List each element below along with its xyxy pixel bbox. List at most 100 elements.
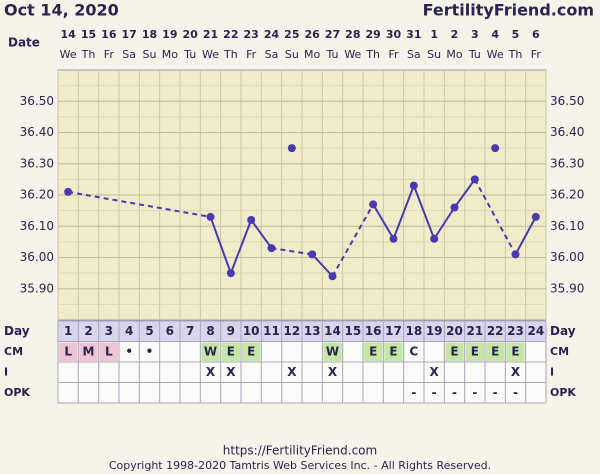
day-number: 6: [166, 324, 174, 338]
temperature-point: [206, 212, 215, 221]
weekday-label: Su: [285, 48, 299, 61]
date-label: 23: [244, 28, 259, 41]
temperature-line: [392, 185, 415, 240]
y-tick-label: 36.00: [20, 250, 54, 264]
weekday-label: Fr: [531, 48, 542, 61]
cell-value: X: [206, 365, 216, 379]
cell-bg: [465, 342, 484, 361]
date-label: 20: [183, 28, 199, 41]
cell-value: E: [227, 344, 235, 358]
weekday-label: Fr: [246, 48, 257, 61]
y-tick-label-right: 36.10: [550, 219, 584, 233]
date-label: 2: [451, 28, 459, 41]
cell-bg: [221, 342, 240, 361]
temperature-line: [433, 206, 456, 240]
weekday-label: Sa: [122, 48, 136, 61]
temperature-line: [372, 203, 395, 240]
weekday-label: Th: [81, 48, 96, 61]
temperature-point: [267, 244, 276, 253]
cell-value: W: [326, 344, 339, 358]
cell-value: -: [432, 385, 437, 399]
temperature-line: [67, 190, 211, 218]
date-label: 17: [122, 28, 137, 41]
weekday-label: Tu: [325, 48, 338, 61]
cell-value: -: [513, 385, 518, 399]
day-number: 15: [344, 324, 361, 338]
y-tick-label-right: 36.50: [550, 94, 584, 108]
cell-value: •: [125, 344, 133, 358]
weekday-label: Th: [223, 48, 238, 61]
date-label: 18: [142, 28, 157, 41]
date-label: 6: [532, 28, 540, 41]
site-name[interactable]: FertilityFriend.com: [423, 1, 594, 20]
day-number: 1: [64, 324, 72, 338]
footer-url[interactable]: https://FertilityFriend.com: [223, 444, 377, 458]
cell-value: E: [369, 344, 377, 358]
cell-bg: [242, 342, 261, 361]
cell-value: E: [247, 344, 255, 358]
discarded-point: [287, 144, 296, 153]
temperature-line: [453, 178, 476, 209]
copyright: Copyright 1998-2020 Tamtris Web Services…: [109, 459, 491, 472]
weekday-label: Th: [508, 48, 523, 61]
date-label: 3: [471, 28, 479, 41]
weekday-label: Fr: [104, 48, 115, 61]
cell-value: -: [411, 385, 416, 399]
date-label: 5: [512, 28, 520, 41]
cell-value: E: [389, 344, 397, 358]
day-number: 20: [446, 324, 463, 338]
cell-value: •: [146, 344, 154, 358]
day-number: 2: [84, 324, 92, 338]
temperature-line: [209, 216, 232, 274]
temperature-point: [389, 234, 398, 243]
x-label: Date: [8, 36, 40, 50]
y-tick-label: 36.40: [20, 125, 54, 139]
cell-value: X: [287, 365, 297, 379]
weekday-label: We: [344, 48, 361, 61]
date-label: 16: [101, 28, 117, 41]
cell-bg: [99, 342, 118, 361]
y-tick-label: 36.10: [20, 219, 54, 233]
y-tick-label-right: 35.90: [550, 281, 584, 295]
weekday-label: We: [202, 48, 219, 61]
y-tick-label-right: 36.00: [550, 250, 584, 264]
temperature-line: [229, 219, 253, 274]
cell-bg: [59, 342, 78, 361]
row-label-right: CM: [550, 345, 569, 358]
row-label: OPK: [4, 386, 30, 399]
row-label-right: Day: [550, 324, 576, 338]
cell-value: E: [491, 344, 499, 358]
date-label: 4: [491, 28, 499, 41]
y-tick-label-right: 36.30: [550, 156, 584, 170]
cell-value: C: [409, 344, 418, 358]
day-number: 23: [507, 324, 524, 338]
temperature-point: [226, 269, 235, 278]
cell-bg: [486, 342, 505, 361]
date-label: 29: [366, 28, 381, 41]
temperature-line: [331, 203, 375, 277]
temperature-point: [409, 181, 418, 190]
cell-bg: [384, 342, 403, 361]
day-number: 18: [405, 324, 422, 338]
cell-value: -: [472, 385, 477, 399]
cell-bg: [364, 342, 383, 361]
day-number: 21: [466, 324, 483, 338]
cell-value: E: [471, 344, 479, 358]
date-label: 25: [284, 28, 299, 41]
weekday-label: Su: [143, 48, 157, 61]
day-number: 4: [125, 324, 133, 338]
day-number: 10: [243, 324, 260, 338]
y-tick-label: 36.30: [20, 156, 54, 170]
date-label: 1: [430, 28, 438, 41]
date-label: 15: [81, 28, 96, 41]
temperature-point: [369, 200, 378, 209]
cell-bg: [323, 342, 342, 361]
cell-value: X: [226, 365, 236, 379]
day-number: 22: [487, 324, 504, 338]
temperature-line: [271, 247, 313, 256]
cell-bg: [79, 342, 98, 361]
date-label: 27: [325, 28, 340, 41]
date-label: 21: [203, 28, 218, 41]
day-number: 13: [304, 324, 321, 338]
cell-value: -: [452, 385, 457, 399]
